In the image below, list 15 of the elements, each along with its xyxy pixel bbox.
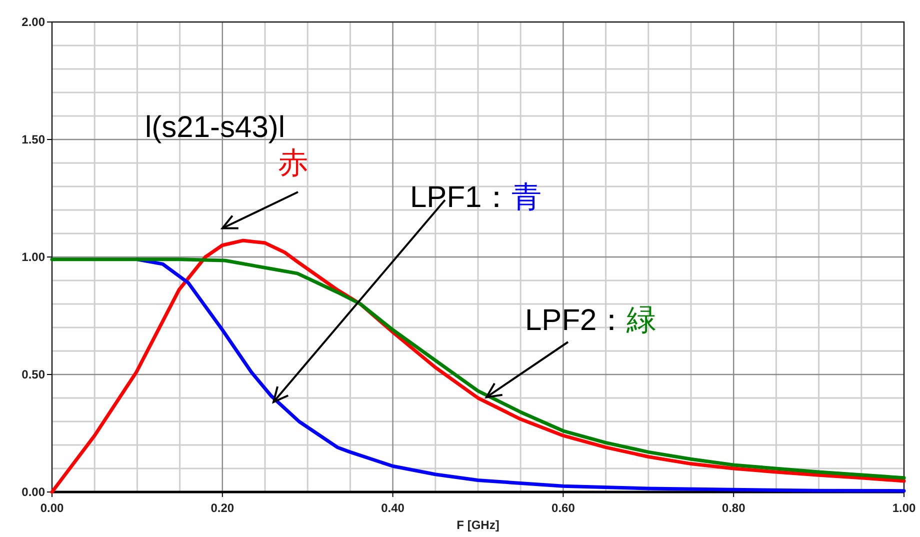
text: l(s21-s43)l 赤: [145, 111, 308, 180]
x-tick-label: 0.80: [722, 501, 746, 515]
y-tick-label: 0.00: [22, 485, 46, 499]
y-tick-label: 0.50: [22, 368, 46, 382]
y-tick-label: 1.50: [22, 132, 46, 146]
x-tick-label: 1.00: [892, 501, 916, 515]
x-tick-label: 0.00: [40, 501, 64, 515]
y-tick-label: 2.00: [22, 15, 46, 29]
y-tick-label: 1.00: [22, 250, 46, 264]
x-tick-label: 0.40: [381, 501, 405, 515]
x-tick-label: 0.20: [210, 501, 234, 515]
x-axis-title: F [GHz]: [456, 518, 500, 532]
x-tick-label: 0.60: [552, 501, 576, 515]
text: LPF1：青: [410, 181, 542, 214]
text: LPF2：緑: [525, 304, 657, 337]
